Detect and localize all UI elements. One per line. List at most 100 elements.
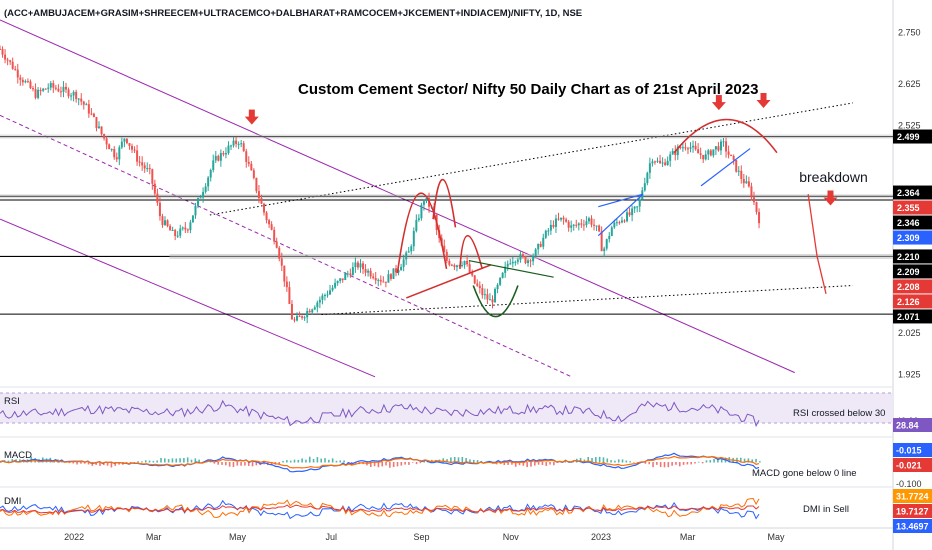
x-tick-label-7: Mar [680,532,696,542]
price-bar-body [549,224,552,231]
price-bar-body [110,149,113,151]
macd-histogram-bar [164,458,166,463]
macd-histogram-bar [110,462,113,468]
macd-histogram-bar [537,462,540,465]
macd-histogram-bar [656,462,658,465]
macd-histogram-bar [755,458,757,463]
down-arrow-apr-head [756,99,771,108]
adx-badge-label: 31.7724 [896,492,929,502]
pattern-green-line [468,260,554,278]
price-bar-body [316,302,319,308]
macd-label: MACD [4,450,32,461]
macd-histogram-bar [511,462,513,465]
macd-histogram-bar [415,462,418,465]
macd-histogram-bar [76,462,78,465]
price-bar-body [260,198,263,204]
price-bar-body [542,237,545,247]
price-bar-body [209,170,212,178]
price-bar-body [521,254,524,257]
macd-histogram-bar [396,462,399,467]
macd-histogram-bar [179,458,181,463]
macd-histogram-bar [541,462,544,466]
price-bar-body [70,95,73,97]
price-bar-body [476,283,479,286]
price-bar-body [501,272,504,278]
price-bar-body [615,222,618,224]
price-bar-body [506,263,509,267]
price-bar-body [377,279,380,281]
macd-histogram-bar [225,462,227,466]
price-bar-body [577,223,580,226]
price-bar-body [656,160,659,162]
price-bar-body [303,317,306,319]
price-bar-body [222,153,225,155]
price-bar-body [326,294,329,296]
price-bar-body [692,145,695,148]
macd-histogram-bar [171,458,174,463]
price-bar-body [722,141,725,143]
macd-histogram-bar [663,462,666,468]
price-bar-body [544,230,547,238]
price-bar-body [138,161,141,163]
price-bar-body [758,211,761,224]
macd-histogram-bar [598,456,601,463]
macd-histogram-bar [450,457,452,463]
price-bar-body [219,153,222,161]
price-bar-body [191,215,194,223]
price-bar-body [339,278,342,282]
price-bar-body [725,141,728,152]
price-bar-body [478,285,481,289]
price-bar-body [717,146,720,151]
price-bar-body [82,101,85,105]
price-bar-body [16,69,19,78]
price-bar-body [651,161,654,164]
price-bar-body [247,161,250,164]
price-bar-body [278,247,281,259]
price-bar-body [204,186,207,192]
price-axis: 2.750 2.625 2.525 2.025 1.925 [898,27,921,379]
price-bar-body [387,274,390,283]
price-bar-body [742,178,745,184]
price-bar-body [59,91,62,93]
price-bar-body [4,54,7,60]
channel-lower-line [0,218,376,378]
price-bar-body [593,224,596,226]
macd-histogram-bar [377,462,380,468]
macd-histogram-bar [240,462,242,466]
price-bar-body [67,89,70,97]
price-bar-body [560,217,563,220]
price-bar-body [646,172,649,184]
level-zone-top [0,134,893,139]
price-bar-body [65,86,68,90]
macd-histogram-bar [141,461,143,463]
pattern-drawings [396,118,778,318]
down-arrow-mar-shaft [715,95,722,104]
price-bar-body [618,222,621,224]
price-bar-body [288,287,291,304]
price-bar-body [301,316,304,318]
price-bar-body [504,266,507,273]
price-bar-body [275,241,278,248]
price-bar-body [293,319,296,321]
macd-histogram-bar [392,462,395,468]
price-bar-body [42,88,45,91]
price-bar-body [364,269,367,273]
macd-histogram-bar [419,462,422,464]
signal-badge [893,458,932,472]
macd-histogram-bar [148,460,151,463]
macd-histogram-bar [747,458,750,463]
y-tick-label-0: 2.750 [898,27,921,37]
rsi-badge-label: 28.84 [896,421,919,431]
macd-histogram-bar [659,462,662,468]
macd-histogram-bar [114,462,117,466]
price-bar-body [100,126,103,135]
price-bar-body [707,150,710,155]
price-bar-body [250,163,253,171]
x-tick-label-1: Mar [146,532,162,542]
price-bar-body [321,295,324,300]
price-bar-body [397,270,400,273]
price-bar-body [171,230,174,232]
macd-histogram-bar [152,460,155,463]
price-bar-body [273,229,276,242]
macd-histogram-bar [587,456,590,463]
